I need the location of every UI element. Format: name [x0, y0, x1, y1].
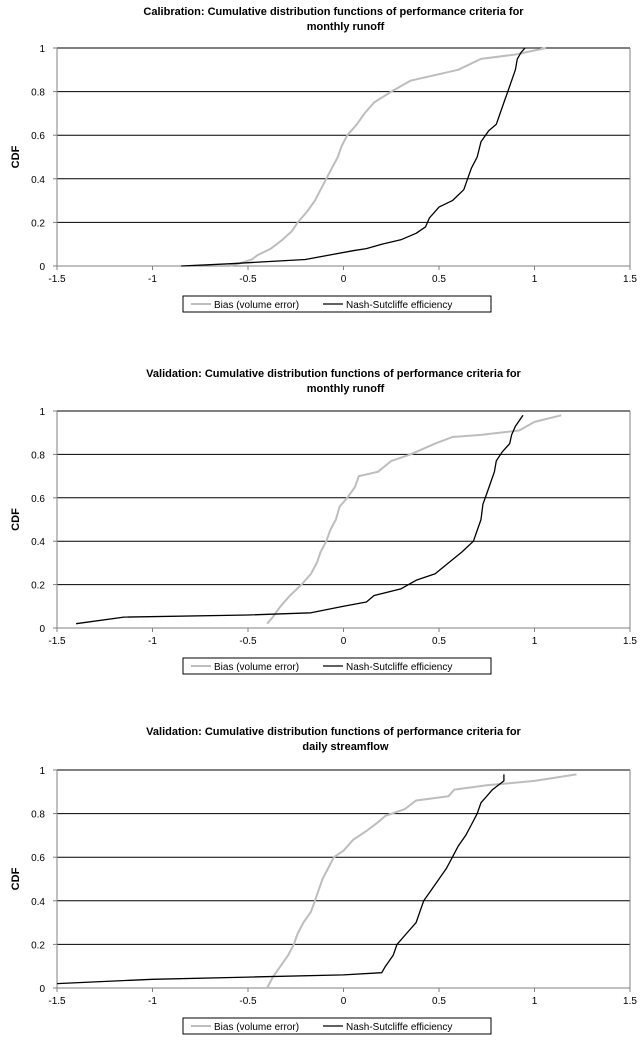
y-tick-label: 1	[39, 44, 45, 55]
y-tick-label: 0	[39, 984, 45, 995]
legend-label-nse: Nash-Sutcliffe efficiency	[346, 1022, 452, 1033]
x-tick-label: -0.5	[239, 636, 257, 647]
y-tick-label: 0.4	[31, 537, 45, 548]
y-tick-label: 0.2	[31, 581, 45, 592]
y-axis-label: CDF	[10, 145, 22, 168]
y-tick-label: 0.6	[31, 131, 45, 142]
series-line-bias	[267, 415, 561, 623]
y-tick-label: 0	[39, 624, 45, 635]
x-tick-label: 1	[532, 996, 538, 1007]
y-tick-label: 0	[39, 262, 45, 273]
x-tick-label: 1.5	[623, 274, 637, 285]
y-tick-label: 0.8	[31, 810, 45, 821]
series-line-nse	[57, 774, 504, 983]
x-tick-label: 0.5	[432, 996, 446, 1007]
y-tick-label: 0.8	[31, 88, 45, 99]
chart-1: Calibration: Cumulative distribution fun…	[10, 6, 637, 312]
x-tick-label: -1.5	[48, 996, 66, 1007]
y-axis-label: CDF	[10, 508, 22, 531]
chart-title-line1: Validation: Cumulative distribution func…	[146, 726, 521, 738]
y-tick-label: 0.2	[31, 940, 45, 951]
legend-label-nse: Nash-Sutcliffe efficiency	[346, 662, 452, 673]
series-line-bias	[229, 48, 546, 266]
y-tick-label: 0.6	[31, 853, 45, 864]
x-tick-label: 1.5	[623, 996, 637, 1007]
y-axis-label: CDF	[10, 867, 22, 890]
x-tick-label: 0.5	[432, 274, 446, 285]
y-tick-label: 0.8	[31, 450, 45, 461]
y-tick-label: 0.4	[31, 897, 45, 908]
legend-label-bias: Bias (volume error)	[214, 300, 299, 311]
y-tick-label: 1	[39, 766, 45, 777]
chart-title-line2: daily streamflow	[302, 741, 389, 753]
x-tick-label: -1	[148, 636, 157, 647]
x-tick-label: 0	[341, 636, 347, 647]
series-line-bias	[267, 774, 576, 988]
x-tick-label: 0	[341, 274, 347, 285]
x-tick-label: 1	[532, 636, 538, 647]
chart-title-line1: Validation: Cumulative distribution func…	[146, 368, 521, 380]
series-line-nse	[181, 48, 525, 266]
series-line-nse	[76, 415, 523, 623]
x-tick-label: 0	[341, 996, 347, 1007]
x-tick-label: -0.5	[239, 996, 257, 1007]
chart-3: Validation: Cumulative distribution func…	[10, 726, 637, 1034]
y-tick-label: 0.4	[31, 175, 45, 186]
legend-label-bias: Bias (volume error)	[214, 1022, 299, 1033]
x-tick-label: 0.5	[432, 636, 446, 647]
legend-label-bias: Bias (volume error)	[214, 662, 299, 673]
chart-title-line2: monthly runoff	[307, 383, 385, 395]
x-tick-label: -1.5	[48, 636, 66, 647]
x-tick-label: 1	[532, 274, 538, 285]
chart-title-line1: Calibration: Cumulative distribution fun…	[143, 6, 524, 18]
legend-label-nse: Nash-Sutcliffe efficiency	[346, 300, 452, 311]
chart-2: Validation: Cumulative distribution func…	[10, 368, 637, 674]
y-tick-label: 1	[39, 407, 45, 418]
x-tick-label: -0.5	[239, 274, 257, 285]
y-tick-label: 0.6	[31, 494, 45, 505]
x-tick-label: -1	[148, 996, 157, 1007]
y-tick-label: 0.2	[31, 218, 45, 229]
x-tick-label: 1.5	[623, 636, 637, 647]
chart-title-line2: monthly runoff	[307, 21, 385, 33]
x-tick-label: -1.5	[48, 274, 66, 285]
x-tick-label: -1	[148, 274, 157, 285]
